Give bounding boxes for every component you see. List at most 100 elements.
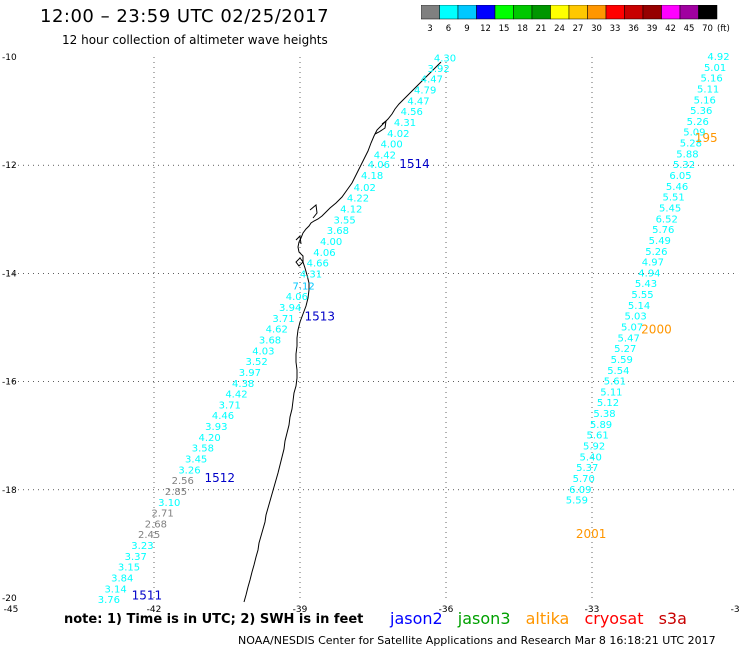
wave-height-label: 3.10 — [158, 498, 180, 509]
wave-height-label: 4.02 — [387, 129, 409, 140]
wave-height-label: 4.18 — [361, 171, 383, 182]
wave-height-label: 3.97 — [239, 368, 261, 379]
wave-height-label: 5.01 — [704, 63, 726, 74]
wave-height-label: 4.47 — [421, 75, 443, 86]
footer-note: note: 1) Time is in UTC; 2) SWH is in fe… — [64, 612, 364, 627]
legend-jason3: jason3 — [457, 609, 511, 628]
pass-number-label: 2001 — [576, 527, 607, 541]
lat-tick-label: -20 — [2, 594, 17, 604]
scale-label: 27 — [573, 24, 584, 34]
wave-height-label: 3.15 — [118, 563, 140, 574]
wave-height-label: 4.42 — [374, 150, 396, 161]
scale-label: 18 — [517, 24, 528, 34]
wave-height-label: 7.12 — [292, 281, 314, 292]
scale-unit: (ft) — [717, 24, 730, 34]
pass-number-label: 1512 — [204, 471, 235, 485]
wave-height-label: 5.49 — [649, 236, 671, 247]
coastline — [243, 61, 442, 603]
wave-height-label: 5.46 — [666, 182, 688, 193]
wave-height-label: 5.14 — [628, 301, 650, 312]
wave-height-label: 5.55 — [631, 290, 653, 301]
scale-label: 39 — [647, 24, 658, 34]
wave-height-label: 4.22 — [347, 194, 369, 205]
wave-height-label: 5.61 — [604, 377, 626, 388]
legend-s3a: s3a — [658, 609, 687, 628]
scale-label: 30 — [591, 24, 602, 34]
wave-height-label: 3.71 — [272, 314, 294, 325]
pass-number-label: 1513 — [305, 310, 336, 324]
wave-height-label: 5.16 — [700, 74, 722, 85]
wave-height-label: 5.51 — [662, 193, 684, 204]
wave-height-label: 5.26 — [687, 117, 709, 128]
wave-height-label: 5.16 — [694, 95, 716, 106]
lat-tick-label: -18 — [2, 486, 17, 496]
scale-label: 21 — [536, 24, 547, 34]
wave-height-label: 5.37 — [576, 463, 598, 474]
wave-height-label: 6.09 — [569, 485, 591, 496]
wave-height-label: 6.52 — [656, 214, 678, 225]
wave-height-label: 3.93 — [205, 422, 227, 433]
wave-height-label: 3.84 — [111, 574, 133, 585]
wave-height-label: 3.45 — [185, 455, 207, 466]
scale-label: 9 — [464, 24, 469, 34]
wave-height-label: 2.71 — [151, 509, 173, 520]
wave-height-label: 4.06 — [286, 292, 308, 303]
wave-height-label: 5.59 — [566, 496, 588, 507]
lon-tick-label: -30 — [731, 605, 740, 615]
wave-height-label: 3.68 — [327, 226, 349, 237]
wave-height-label: 5.27 — [614, 344, 636, 355]
wave-height-label: 5.11 — [600, 387, 622, 398]
wave-height-label: 3.76 — [98, 595, 120, 606]
wave-height-label: 5.70 — [573, 474, 595, 485]
wave-height-label: 4.30 — [434, 54, 456, 65]
wave-height-label: 3.26 — [178, 465, 200, 476]
wave-height-label: 4.38 — [232, 379, 254, 390]
wave-height-label: 5.76 — [652, 225, 674, 236]
wave-height-label: 3.55 — [333, 215, 355, 226]
wave-height-label: 4.42 — [225, 390, 247, 401]
wave-height-label: 2.85 — [165, 487, 187, 498]
altimeter-tracks: 4.303.924.474.794.474.564.314.024.004.42… — [98, 52, 730, 606]
wave-height-label: 2.56 — [172, 476, 194, 487]
legend-jason2: jason2 — [390, 609, 443, 628]
scale-label: 12 — [480, 24, 491, 34]
wave-height-label: 5.09 — [683, 128, 705, 139]
pass-number-label: 1511 — [132, 588, 163, 602]
scale-label: 45 — [684, 24, 695, 34]
lat-tick-label: -14 — [2, 269, 17, 279]
lat-tick-label: -10 — [2, 53, 17, 63]
wave-height-label: 4.06 — [368, 160, 390, 171]
wave-height-label: 5.59 — [611, 355, 633, 366]
lon-tick-label: -33 — [585, 605, 600, 615]
wave-height-label: 3.58 — [192, 444, 214, 455]
wave-height-label: 3.68 — [259, 335, 281, 346]
wave-height-label: 3.71 — [219, 400, 241, 411]
lat-tick-label: -12 — [2, 161, 17, 171]
scale-label: 36 — [628, 24, 639, 34]
wave-height-label: 5.03 — [624, 312, 646, 323]
wave-height-label: 4.31 — [394, 118, 416, 129]
wave-height-label: 5.40 — [580, 452, 602, 463]
scale-label: 6 — [446, 24, 451, 34]
legend-cryosat: cryosat — [584, 609, 644, 628]
wave-height-label: 5.32 — [673, 160, 695, 171]
wave-height-label: 5.12 — [597, 398, 619, 409]
wave-height-label: 4.02 — [354, 183, 376, 194]
page-title: 12:00 – 23:59 UTC 02/25/2017 — [40, 6, 330, 27]
wave-height-label: 5.88 — [676, 149, 698, 160]
wave-height-label: 4.94 — [638, 268, 660, 279]
scale-label: 42 — [665, 24, 676, 34]
lon-tick-label: -45 — [4, 605, 19, 615]
wave-height-label: 5.61 — [586, 431, 608, 442]
wave-height-label: 3.92 — [427, 64, 449, 75]
wave-height-label: 4.66 — [307, 259, 329, 270]
lon-tick-label: -36 — [439, 605, 454, 615]
wave-height-label: 4.03 — [252, 346, 274, 357]
wave-height-label: 5.26 — [645, 247, 667, 258]
page-subtitle: 12 hour collection of altimeter wave hei… — [62, 33, 328, 47]
wave-height-label: 2.45 — [138, 530, 160, 541]
wave-height-label: 3.52 — [245, 357, 267, 368]
wave-height-label: 5.07 — [621, 323, 643, 334]
wave-height-label: 3.23 — [131, 541, 153, 552]
